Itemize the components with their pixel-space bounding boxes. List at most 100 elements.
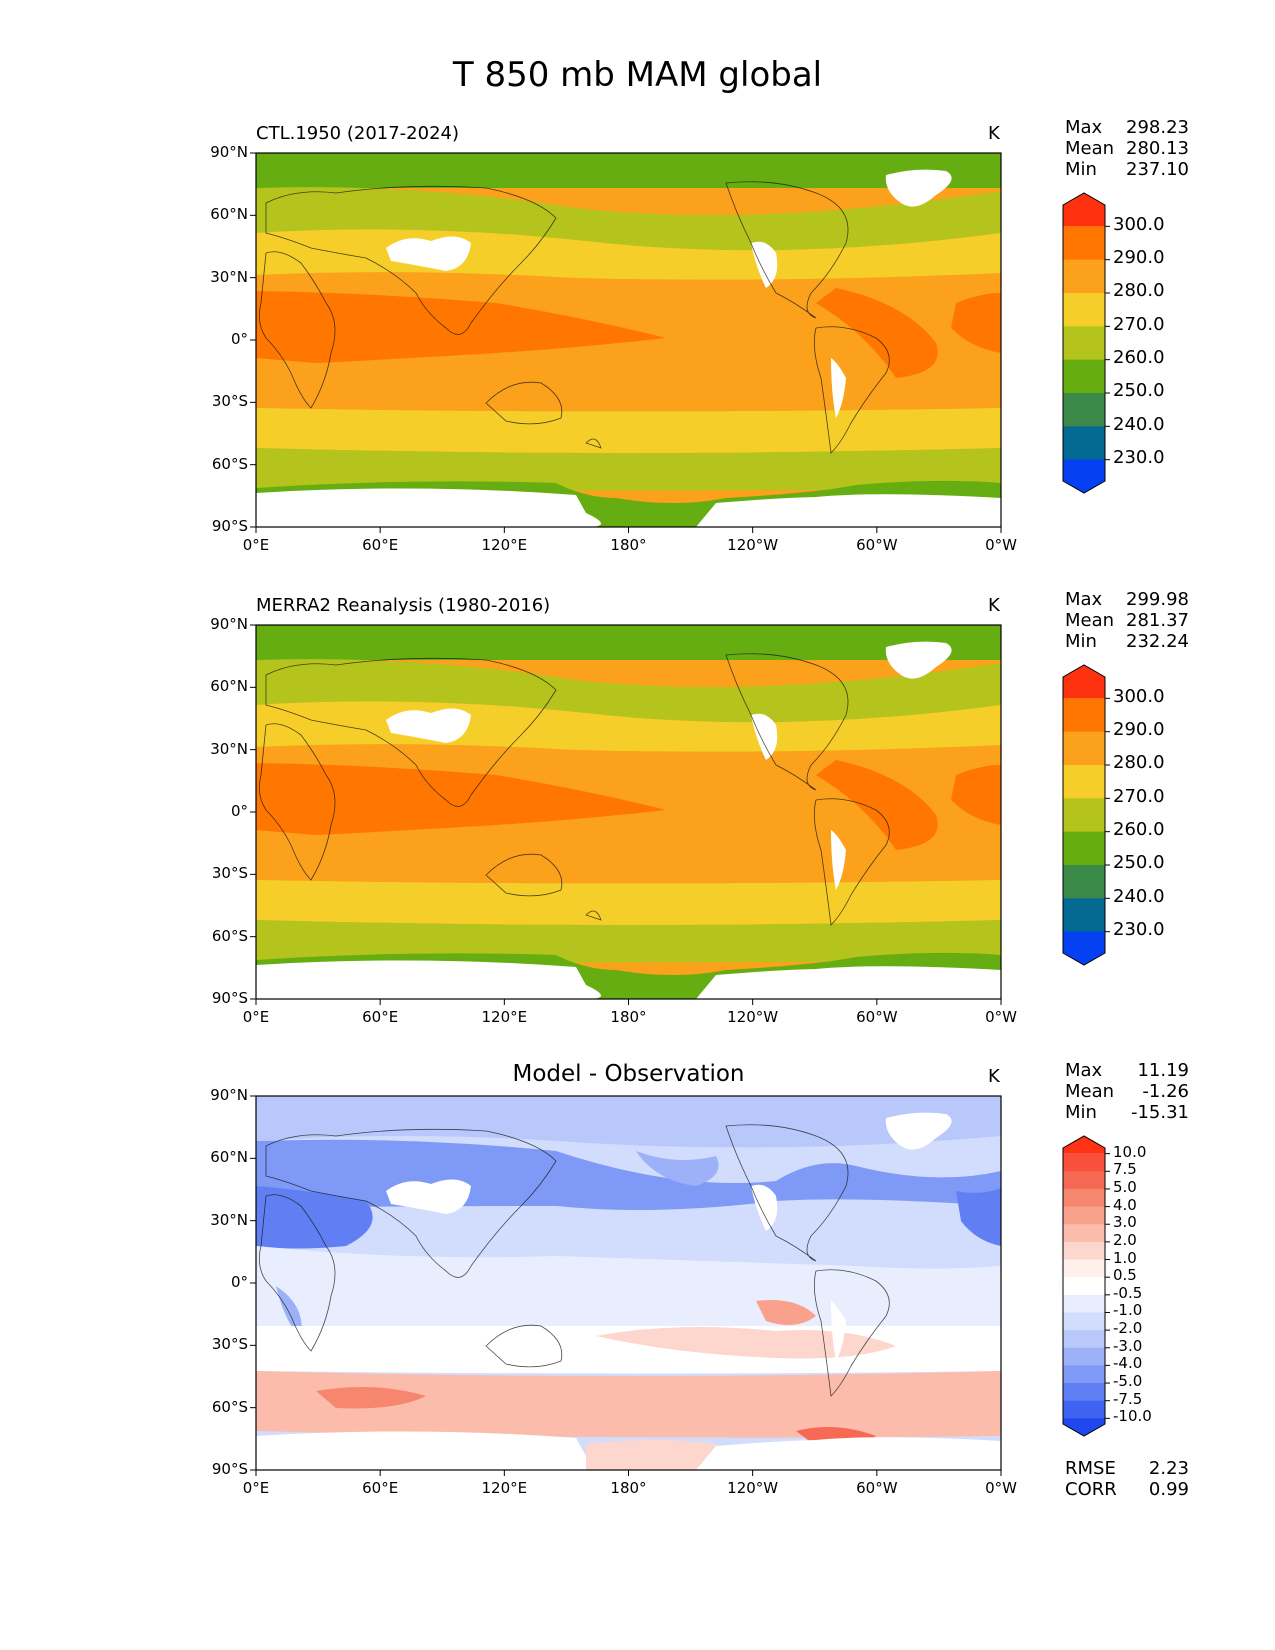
metric-value: 0.99 xyxy=(1148,1479,1189,1500)
stat-label: Min xyxy=(1065,631,1097,652)
metric-row: RMSE 2.23 xyxy=(1065,1458,1189,1479)
colorbar-label: -2.0 xyxy=(1113,1319,1143,1338)
colorbar-label: -1.0 xyxy=(1113,1301,1143,1320)
units-label: K xyxy=(988,595,1000,616)
lat-tick-label: 0° xyxy=(230,1273,248,1291)
lat-tick-label: 30°S xyxy=(211,864,248,883)
lat-tick-label: 30°N xyxy=(210,267,248,286)
lat-tick-label: 60°S xyxy=(211,454,248,473)
lat-tick-label: 60°N xyxy=(210,677,248,696)
colorbar-label: 240.0 xyxy=(1113,413,1165,435)
colorbar-label: 7.5 xyxy=(1113,1160,1137,1179)
colorbar-label: 260.0 xyxy=(1113,346,1165,368)
colorbar-extend-min xyxy=(1063,1418,1105,1436)
colorbar-label: -7.5 xyxy=(1113,1389,1143,1408)
colorbar-outline xyxy=(1062,1135,1106,1437)
lon-tick-label: 120°E xyxy=(481,1479,528,1497)
colorbar-extend-min xyxy=(1063,459,1105,493)
lat-tick-label: 90°S xyxy=(211,1460,248,1478)
lon-tick-label: 60°W xyxy=(856,536,898,554)
stat-row: Min 232.24 xyxy=(1065,631,1189,652)
colorbar-segment xyxy=(1063,698,1105,733)
stat-value: 281.37 xyxy=(1126,610,1189,631)
colorbar-label: 230.0 xyxy=(1113,918,1165,940)
lon-tick-label: 60°E xyxy=(362,1008,399,1026)
metric-label: RMSE xyxy=(1065,1458,1116,1479)
map-field xyxy=(255,1095,1002,1471)
lat-tick-label: 30°N xyxy=(210,1210,248,1229)
colorbar-extend-min xyxy=(1063,931,1105,965)
colorbar-segment xyxy=(1063,1206,1105,1225)
colorbar-segment xyxy=(1063,1330,1105,1349)
colorbar-segment xyxy=(1063,798,1105,833)
colorbar-segment xyxy=(1063,326,1105,361)
lon-tick-label: 180° xyxy=(610,536,647,554)
stat-row: Max 299.98 xyxy=(1065,589,1189,610)
lon-tick-label: 0°E xyxy=(242,536,270,554)
colorbar-segment xyxy=(1063,226,1105,261)
colorbar-label: 230.0 xyxy=(1113,446,1165,468)
stat-label: Min xyxy=(1065,1102,1097,1123)
colorbar-segment xyxy=(1063,1259,1105,1278)
lon-tick-label: 120°W xyxy=(727,1008,779,1026)
colorbar-segment xyxy=(1063,865,1105,899)
stat-value: 11.19 xyxy=(1137,1060,1189,1081)
lon-tick-label: 0°E xyxy=(242,1479,270,1497)
stat-value: 237.10 xyxy=(1126,159,1189,180)
colorbar-outline xyxy=(1062,192,1106,494)
stats-block: Max 298.23 Mean 280.13 Min 237.10 xyxy=(1065,117,1189,180)
stat-value: 280.13 xyxy=(1126,138,1189,159)
units-label: K xyxy=(988,123,1000,144)
metric-value: 2.23 xyxy=(1148,1458,1189,1479)
stat-row: Max 298.23 xyxy=(1065,117,1189,138)
colorbar-segment xyxy=(1063,1153,1105,1172)
colorbar-segment xyxy=(1063,359,1105,394)
lat-tick-label: 90°N xyxy=(210,1086,248,1104)
colorbar-segment xyxy=(1063,293,1105,327)
colorbar-label: 290.0 xyxy=(1113,718,1165,740)
lon-tick-label: 60°E xyxy=(362,1479,399,1497)
colorbar-label: -0.5 xyxy=(1113,1283,1143,1302)
colorbar-label: 1.0 xyxy=(1113,1248,1137,1267)
lat-tick-label: 60°S xyxy=(211,926,248,945)
stat-row: Min 237.10 xyxy=(1065,159,1189,180)
lon-tick-label: 120°W xyxy=(727,536,779,554)
colorbar-label: 260.0 xyxy=(1113,818,1165,840)
colorbar-label: 280.0 xyxy=(1113,280,1165,302)
colorbar-label: -3.0 xyxy=(1113,1336,1143,1355)
stat-value: 299.98 xyxy=(1126,589,1189,610)
map-panel-1 xyxy=(250,152,1002,533)
colorbar-segment xyxy=(1063,1277,1105,1296)
lat-tick-label: 60°S xyxy=(211,1397,248,1416)
stats-block: Max 11.19 Mean -1.26 Min -15.31 xyxy=(1065,1060,1189,1123)
units-label: K xyxy=(988,1066,1000,1087)
stat-value: -1.26 xyxy=(1142,1081,1189,1102)
colorbar-label: 240.0 xyxy=(1113,885,1165,907)
stat-label: Max xyxy=(1065,589,1103,610)
lat-tick-label: 90°S xyxy=(211,517,248,535)
lon-tick-label: 0°E xyxy=(242,1008,270,1026)
figure-title: T 850 mb MAM global xyxy=(452,55,823,95)
panel-title: CTL.1950 (2017-2024) xyxy=(256,123,460,144)
colorbar-label: 3.0 xyxy=(1113,1213,1137,1232)
colorbar-label: 2.0 xyxy=(1113,1230,1137,1249)
colorbar-label: 5.0 xyxy=(1113,1177,1137,1196)
stat-value: 232.24 xyxy=(1126,631,1189,652)
map-field xyxy=(255,152,1002,528)
stat-label: Max xyxy=(1065,1060,1103,1081)
colorbar-segment xyxy=(1063,731,1105,766)
stat-row: Mean -1.26 xyxy=(1065,1081,1189,1102)
lon-tick-label: 60°W xyxy=(856,1479,898,1497)
colorbar-segment xyxy=(1063,1224,1105,1243)
lon-tick-label: 180° xyxy=(610,1008,647,1026)
colorbar-segment xyxy=(1063,393,1105,427)
colorbar xyxy=(1062,664,1110,966)
lon-tick-label: 60°E xyxy=(362,536,399,554)
colorbar-label: -10.0 xyxy=(1113,1407,1152,1426)
colorbar-label: 0.5 xyxy=(1113,1266,1137,1285)
lon-tick-label: 60°W xyxy=(856,1008,898,1026)
map-panel-2 xyxy=(250,624,1002,1005)
colorbar-segment xyxy=(1063,1312,1105,1331)
map-field xyxy=(255,624,1002,1000)
